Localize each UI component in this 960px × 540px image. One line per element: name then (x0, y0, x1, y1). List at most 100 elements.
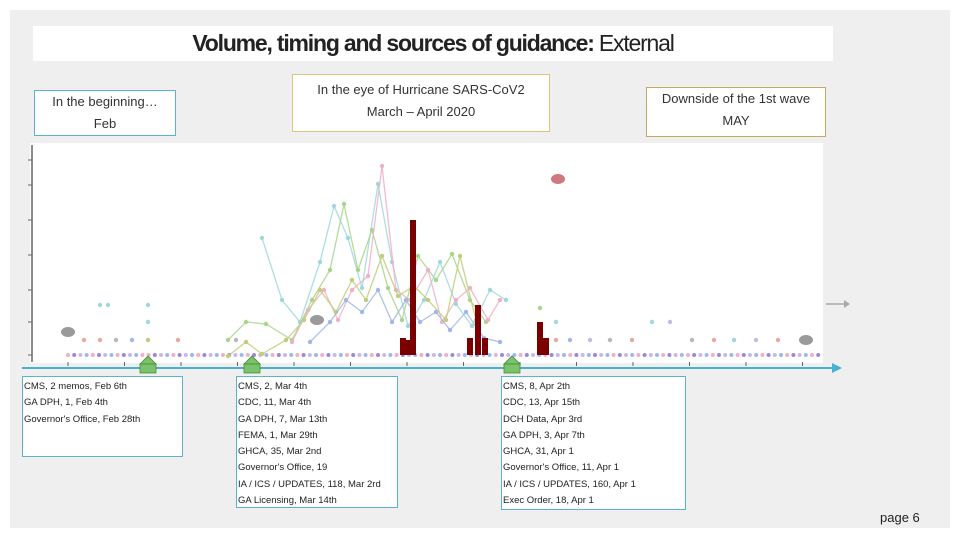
timeline-marker-body (139, 363, 157, 374)
baseline-dot (450, 353, 455, 357)
baseline-dot (425, 353, 430, 357)
data-point (775, 337, 781, 343)
baseline-dot (667, 353, 672, 357)
phase-feb-line2: Feb (93, 116, 117, 131)
data-series-point (327, 267, 333, 273)
data-point (175, 337, 181, 343)
baseline-dot (810, 353, 814, 357)
data-point (649, 319, 655, 325)
baseline-dot (438, 353, 442, 357)
baseline-dot (245, 353, 250, 357)
baseline-dot (803, 353, 808, 357)
baseline-dot (202, 353, 207, 357)
annotation-mar-line: CMS, 2, Mar 4th (238, 381, 308, 392)
data-point (629, 337, 635, 343)
data-series-point (225, 337, 231, 343)
baseline-dot (388, 353, 393, 357)
data-series-point (301, 317, 307, 323)
data-series-point (289, 339, 295, 345)
data-point (145, 319, 151, 325)
phase-mar-line2: March – April 2020 (366, 104, 476, 119)
arrow-head (844, 300, 850, 308)
baseline-dot (617, 353, 622, 357)
data-series-point (497, 297, 503, 303)
baseline-dot (624, 353, 628, 357)
data-series-point (385, 285, 391, 291)
baseline-dot (630, 353, 635, 357)
volume-bar (537, 322, 543, 355)
baseline-dot (121, 353, 126, 357)
baseline-dot (648, 353, 653, 357)
baseline-dot (177, 353, 182, 357)
annotation-box-mar: CMS, 2, Mar 4th CDC, 11, Mar 4th GA DPH, 7… (236, 376, 398, 508)
baseline-dot (289, 353, 294, 357)
annotation-apr-line: CDC, 13, Apr 15th (503, 397, 581, 409)
data-point (553, 319, 559, 325)
baseline-dot (338, 353, 343, 357)
annotation-apr-line: GA DPH, 3, Apr 7th (503, 429, 585, 441)
data-series-point (259, 351, 265, 357)
baseline-dot (772, 353, 777, 357)
slide-title: Volume, timing and sources of guidance: … (33, 26, 833, 61)
data-point (731, 337, 737, 343)
baseline-dot (506, 353, 511, 357)
data-series-point (415, 253, 421, 259)
baseline-dot (512, 353, 517, 357)
timeline-marker-head (503, 355, 521, 365)
data-series-point (379, 163, 385, 169)
highlight-ellipse (61, 327, 75, 337)
baseline-dot (134, 353, 139, 357)
timeline-marker-body (243, 363, 261, 374)
baseline-dot (252, 353, 256, 357)
volume-bar (467, 338, 473, 355)
data-series-line (227, 203, 487, 341)
baseline-dot (580, 353, 585, 357)
title-normal-part: External (593, 30, 675, 56)
timeline-marker-body (503, 363, 521, 374)
baseline-dot (283, 353, 287, 357)
baseline-dot (717, 353, 721, 357)
phase-may-line2: MAY (722, 113, 750, 128)
baseline-dot (72, 353, 77, 357)
baseline-dot (314, 353, 318, 357)
baseline-dot (159, 353, 163, 357)
timeline-marker-head (243, 355, 261, 365)
baseline-dot (493, 353, 498, 357)
baseline-dot (568, 353, 573, 357)
baseline-dot (599, 353, 604, 357)
annotation-mar-line: GA Licensing, Mar 14th (238, 495, 337, 507)
baseline-dot (710, 353, 715, 357)
data-point (537, 305, 543, 311)
baseline-dot (419, 353, 424, 357)
data-series-point (463, 309, 469, 315)
baseline-dot (462, 353, 467, 357)
highlight-ellipse (310, 315, 324, 325)
highlight-ellipse (551, 174, 565, 184)
baseline-dot (729, 353, 734, 357)
baseline-dot (115, 353, 120, 357)
data-series-point (359, 285, 365, 291)
data-series-point (457, 253, 463, 259)
baseline-dot (140, 353, 145, 357)
phase-feb-line1: In the beginning… (52, 94, 158, 109)
data-series-point (335, 317, 341, 323)
baseline-dot (698, 353, 703, 357)
baseline-dot (741, 353, 746, 357)
baseline-dot (183, 353, 188, 357)
baseline-dot (586, 353, 591, 357)
baseline-dot (90, 353, 95, 357)
baseline-dot (655, 353, 659, 357)
phase-box-may: Downside of the 1st wave MAY (646, 87, 826, 137)
data-series-point (243, 339, 249, 345)
baseline-dot (345, 353, 349, 357)
baseline-dot (766, 353, 771, 357)
data-point (689, 337, 695, 343)
baseline-dot (444, 353, 449, 357)
baseline-dot (797, 353, 802, 357)
volume-bar (543, 338, 549, 355)
baseline-dot (128, 353, 132, 357)
annotation-feb-line: CMS, 2 memos, Feb 6th (24, 381, 127, 392)
data-point (81, 337, 87, 343)
baseline-dot (562, 353, 566, 357)
data-series-point (307, 339, 313, 345)
